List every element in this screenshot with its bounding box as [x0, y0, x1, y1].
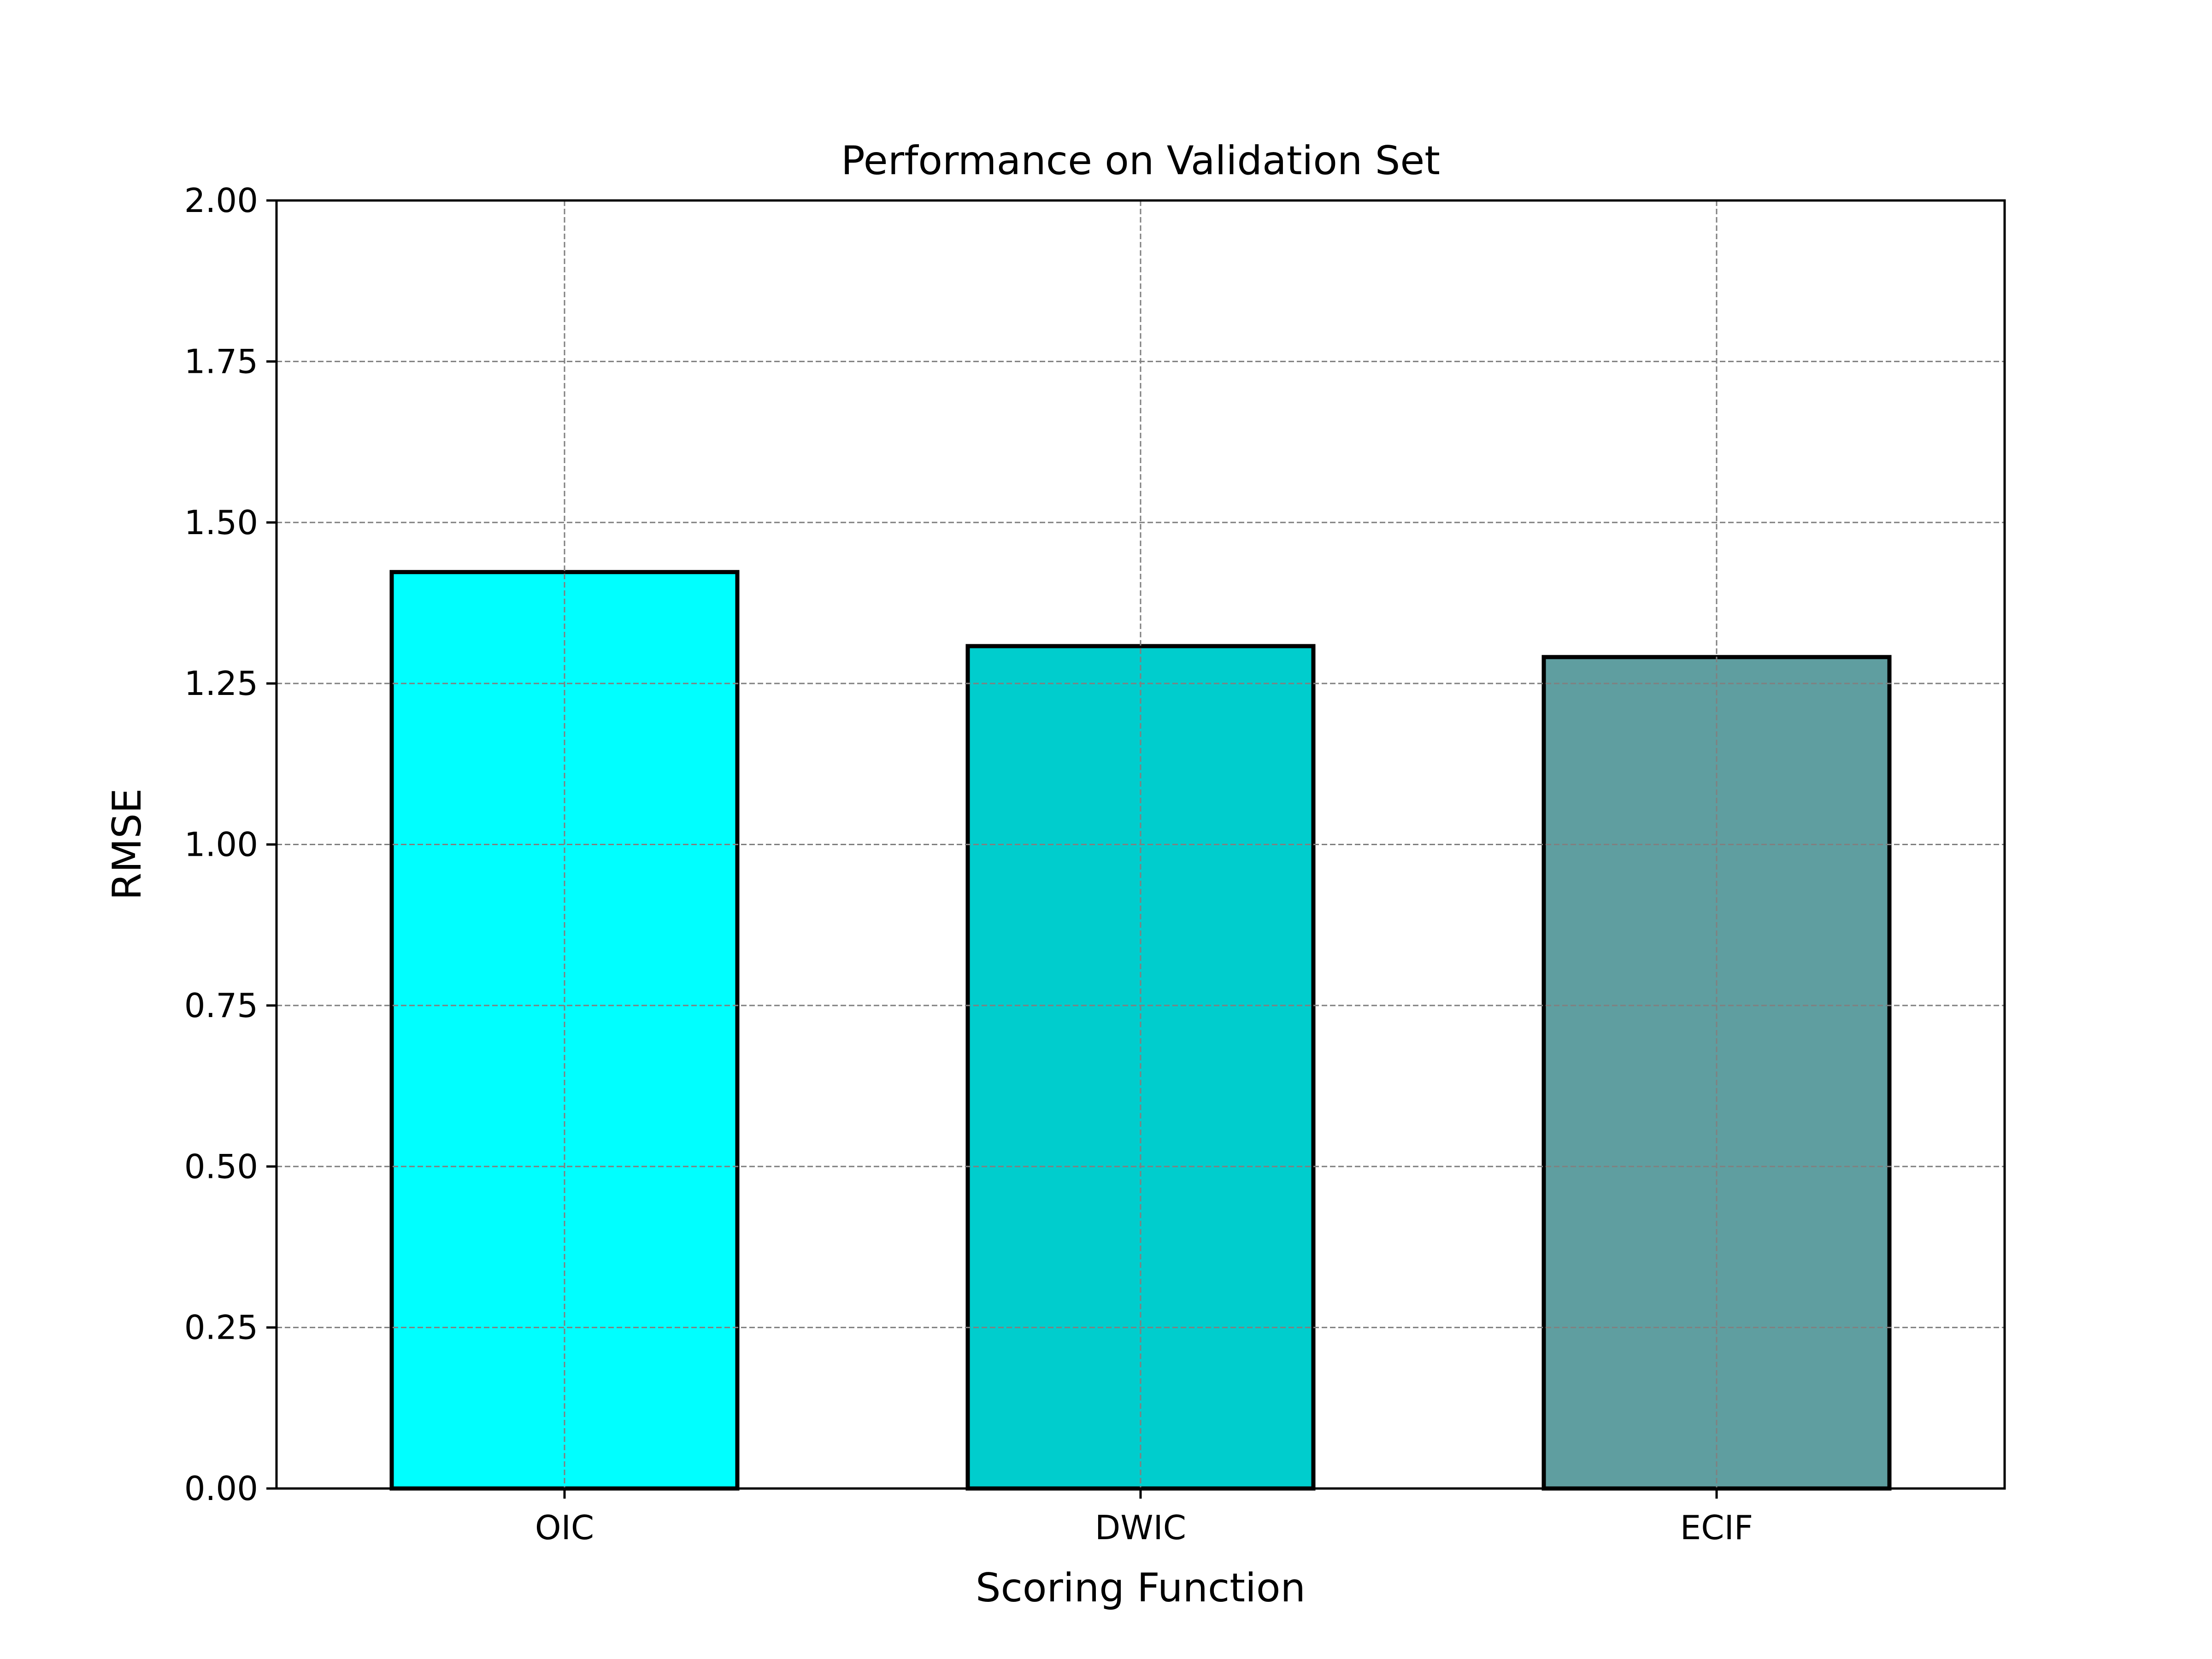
y-tick-label: 0.25	[184, 1308, 258, 1347]
x-axis-label: Scoring Function	[976, 1565, 1306, 1611]
x-tick-label: DWIC	[1095, 1508, 1186, 1547]
y-tick-label: 0.75	[184, 986, 258, 1025]
y-tick-label: 2.00	[184, 181, 258, 220]
y-tick-label: 0.50	[184, 1147, 258, 1186]
chart-title: Performance on Validation Set	[841, 138, 1440, 184]
x-tick-label: ECIF	[1680, 1508, 1753, 1547]
y-tick-label: 1.50	[184, 503, 258, 542]
axis-ticks: 0.00 0.25 0.50 0.75 1.00 1.25 1.50 1.75 2.00 OIC D…	[184, 181, 1753, 1547]
y-tick-label: 0.00	[184, 1469, 258, 1508]
y-axis-label: RMSE	[104, 788, 150, 900]
x-tick-label: OIC	[535, 1508, 594, 1547]
y-tick-label: 1.25	[184, 664, 258, 703]
y-tick-label: 1.00	[184, 825, 258, 864]
y-tick-label: 1.75	[184, 342, 258, 381]
